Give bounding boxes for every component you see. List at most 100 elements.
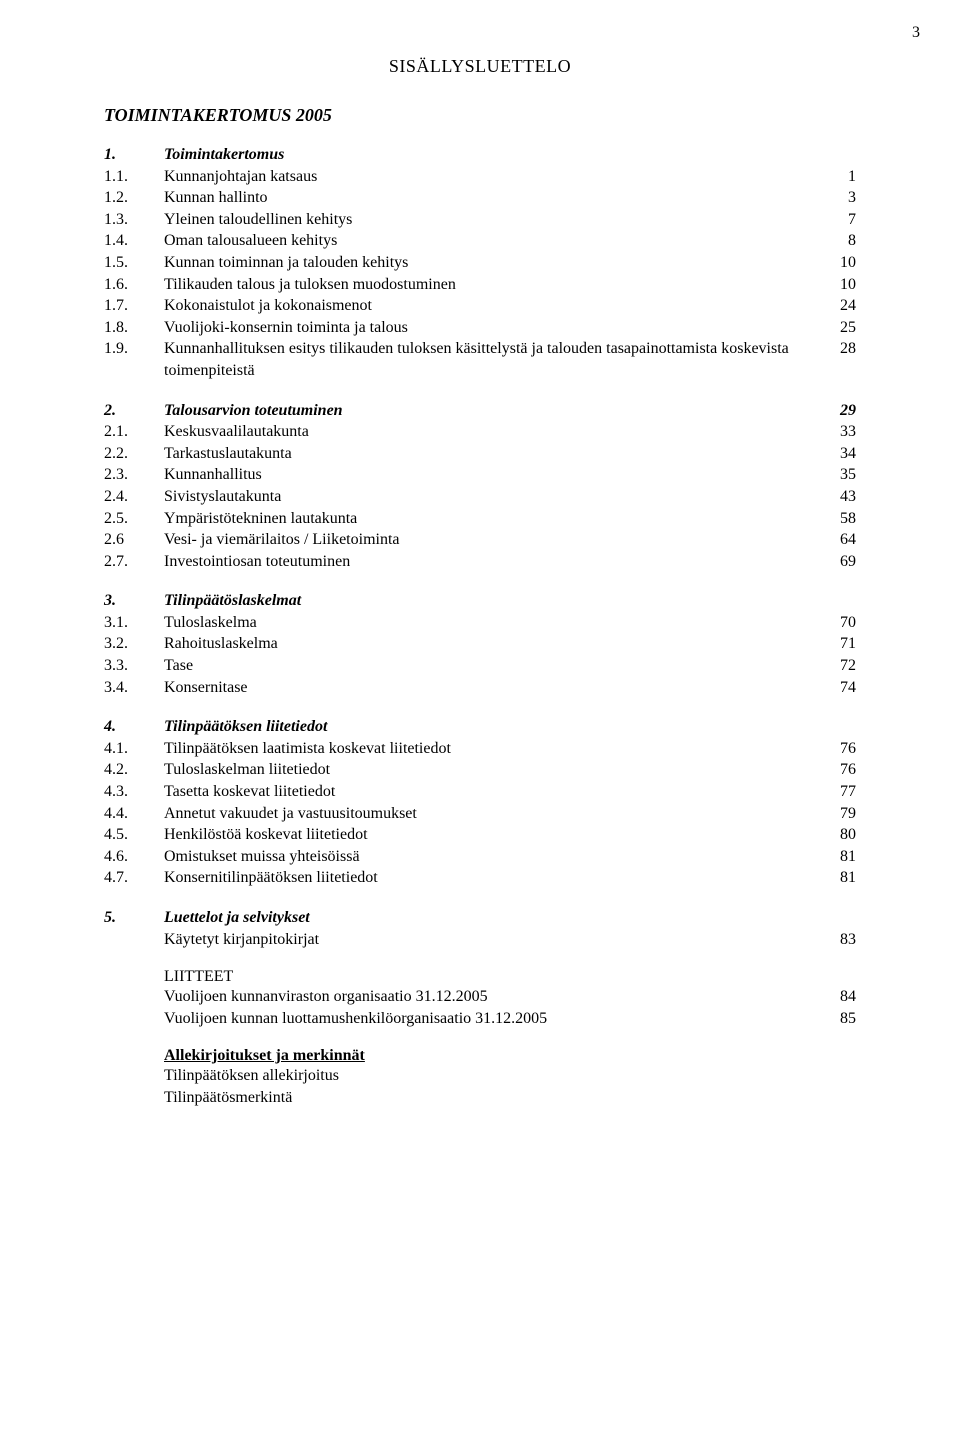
toc-entry-page: 10 <box>816 252 856 274</box>
toc-entry: 4.6.Omistukset muissa yhteisöissä81 <box>104 846 856 868</box>
toc-entry-label: Omistukset muissa yhteisöissä <box>164 846 816 868</box>
toc-entry: 2.4.Sivistyslautakunta43 <box>104 486 856 508</box>
toc-entry: 4.2.Tuloslaskelman liitetiedot76 <box>104 759 856 781</box>
toc-entry-label: Henkilöstöä koskevat liitetiedot <box>164 824 816 846</box>
toc-section-number: 1. <box>104 144 164 166</box>
toc-entry: 1.5.Kunnan toiminnan ja talouden kehitys… <box>104 252 856 274</box>
toc-section-number: 5. <box>104 907 164 929</box>
toc-entry-label: Tilikauden talous ja tuloksen muodostumi… <box>164 274 816 296</box>
toc-entry-page: 80 <box>816 824 856 846</box>
appendix-entry: Vuolijoen kunnan luottamushenkilöorganis… <box>164 1008 856 1030</box>
toc-entry-number: 2.2. <box>104 443 164 465</box>
toc-section-header: 4.Tilinpäätöksen liitetiedot <box>104 716 856 738</box>
toc-entry-number: 1.9. <box>104 338 164 381</box>
toc-entry-number: 4.3. <box>104 781 164 803</box>
appendix-entry-label: Vuolijoen kunnanviraston organisaatio 31… <box>164 986 816 1008</box>
toc-entry-page: 69 <box>816 551 856 573</box>
toc-entry-number: 4.7. <box>104 867 164 889</box>
toc-entry: 2.2.Tarkastuslautakunta34 <box>104 443 856 465</box>
signatures-heading: Allekirjoitukset ja merkinnät <box>164 1047 856 1065</box>
toc-entry-label: Kunnanjohtajan katsaus <box>164 166 816 188</box>
toc-entry: 1.2.Kunnan hallinto3 <box>104 187 856 209</box>
toc-entry-label: Keskusvaalilautakunta <box>164 421 816 443</box>
toc-entry-label: Kokonaistulot ja kokonaismenot <box>164 295 816 317</box>
toc-section-page: 29 <box>816 400 856 422</box>
toc-entry-page: 7 <box>816 209 856 231</box>
toc-section-header: 3.Tilinpäätöslaskelmat <box>104 590 856 612</box>
toc-entry: Käytetyt kirjanpitokirjat83 <box>104 929 856 951</box>
toc-entry-label: Yleinen taloudellinen kehitys <box>164 209 816 231</box>
toc-section-number: 2. <box>104 400 164 422</box>
toc-section-page <box>816 907 856 929</box>
toc-section-title: Luettelot ja selvitykset <box>164 907 816 929</box>
toc-section-header: 5.Luettelot ja selvitykset <box>104 907 856 929</box>
toc-entry-page: 74 <box>816 677 856 699</box>
toc-entry: 1.4.Oman talousalueen kehitys8 <box>104 230 856 252</box>
toc-section-header: 2.Talousarvion toteutuminen29 <box>104 400 856 422</box>
appendix-entry: Vuolijoen kunnanviraston organisaatio 31… <box>164 986 856 1008</box>
toc-entry-number: 4.1. <box>104 738 164 760</box>
toc-entry-number: 1.6. <box>104 274 164 296</box>
toc-section: 5.Luettelot ja selvityksetKäytetyt kirja… <box>104 907 856 950</box>
signature-lines: Tilinpäätöksen allekirjoitusTilinpäätösm… <box>164 1065 856 1108</box>
toc-entry-number: 1.1. <box>104 166 164 188</box>
toc-section-title: Toimintakertomus <box>164 144 816 166</box>
toc-entry-page: 28 <box>816 338 856 381</box>
toc-entry-label: Vesi- ja viemärilaitos / Liiketoiminta <box>164 529 816 551</box>
toc-section: 3.Tilinpäätöslaskelmat3.1.Tuloslaskelma7… <box>104 590 856 698</box>
toc-entry: 4.3.Tasetta koskevat liitetiedot77 <box>104 781 856 803</box>
toc-entry-label: Tuloslaskelman liitetiedot <box>164 759 816 781</box>
appendix-block: LIITTEET Vuolijoen kunnanviraston organi… <box>164 968 856 1029</box>
toc-section-header: 1.Toimintakertomus <box>104 144 856 166</box>
toc-entry-number: 1.4. <box>104 230 164 252</box>
toc-entry-number: 3.1. <box>104 612 164 634</box>
appendix-entry-page: 84 <box>816 986 856 1008</box>
toc-entry-page: 33 <box>816 421 856 443</box>
toc-entry-label: Annetut vakuudet ja vastuusitoumukset <box>164 803 816 825</box>
toc-section-page <box>816 144 856 166</box>
toc-entry-label: Kunnanhallituksen esitys tilikauden tulo… <box>164 338 816 381</box>
toc-entry-number: 2.3. <box>104 464 164 486</box>
toc-entry-label: Tarkastuslautakunta <box>164 443 816 465</box>
page-number: 3 <box>912 24 920 42</box>
toc-entry-label: Tilinpäätöksen laatimista koskevat liite… <box>164 738 816 760</box>
toc-section: 1.Toimintakertomus1.1.Kunnanjohtajan kat… <box>104 144 856 382</box>
toc-entry: 3.3.Tase72 <box>104 655 856 677</box>
toc-entry-label: Kunnanhallitus <box>164 464 816 486</box>
toc-entry-number: 2.7. <box>104 551 164 573</box>
toc-entry-page: 10 <box>816 274 856 296</box>
toc-entry: 1.8.Vuolijoki-konsernin toiminta ja talo… <box>104 317 856 339</box>
signatures-block: Allekirjoitukset ja merkinnät Tilinpäätö… <box>164 1047 856 1108</box>
toc-entry-label: Rahoituslaskelma <box>164 633 816 655</box>
toc-entry: 2.6Vesi- ja viemärilaitos / Liiketoimint… <box>104 529 856 551</box>
toc-entry-label: Kunnan hallinto <box>164 187 816 209</box>
toc-sections: 1.Toimintakertomus1.1.Kunnanjohtajan kat… <box>104 144 856 950</box>
toc-entry: 1.1.Kunnanjohtajan katsaus1 <box>104 166 856 188</box>
toc-section: 4.Tilinpäätöksen liitetiedot4.1.Tilinpää… <box>104 716 856 889</box>
toc-entry-label: Käytetyt kirjanpitokirjat <box>164 929 816 951</box>
toc-entry-number: 1.5. <box>104 252 164 274</box>
toc-entry-label: Tuloslaskelma <box>164 612 816 634</box>
toc-entry: 2.3.Kunnanhallitus35 <box>104 464 856 486</box>
toc-entry-number: 2.1. <box>104 421 164 443</box>
toc-entry-page: 3 <box>816 187 856 209</box>
toc-section-number: 4. <box>104 716 164 738</box>
toc-entry: 4.7.Konsernitilinpäätöksen liitetiedot81 <box>104 867 856 889</box>
document-main-title: TOIMINTAKERTOMUS 2005 <box>104 105 856 126</box>
toc-entry-page: 76 <box>816 759 856 781</box>
toc-entry-page: 79 <box>816 803 856 825</box>
appendix-items: Vuolijoen kunnanviraston organisaatio 31… <box>164 986 856 1029</box>
toc-entry-number: 1.2. <box>104 187 164 209</box>
toc-entry-page: 8 <box>816 230 856 252</box>
toc-entry-page: 43 <box>816 486 856 508</box>
toc-entry-label: Oman talousalueen kehitys <box>164 230 816 252</box>
toc-entry: 3.4.Konsernitase74 <box>104 677 856 699</box>
toc-entry: 4.1.Tilinpäätöksen laatimista koskevat l… <box>104 738 856 760</box>
toc-entry-number <box>104 929 164 951</box>
appendix-entry-page: 85 <box>816 1008 856 1030</box>
toc-entry-label: Vuolijoki-konsernin toiminta ja talous <box>164 317 816 339</box>
toc-entry: 3.1.Tuloslaskelma70 <box>104 612 856 634</box>
toc-entry-page: 58 <box>816 508 856 530</box>
toc-entry: 1.6.Tilikauden talous ja tuloksen muodos… <box>104 274 856 296</box>
toc-entry-label: Tase <box>164 655 816 677</box>
